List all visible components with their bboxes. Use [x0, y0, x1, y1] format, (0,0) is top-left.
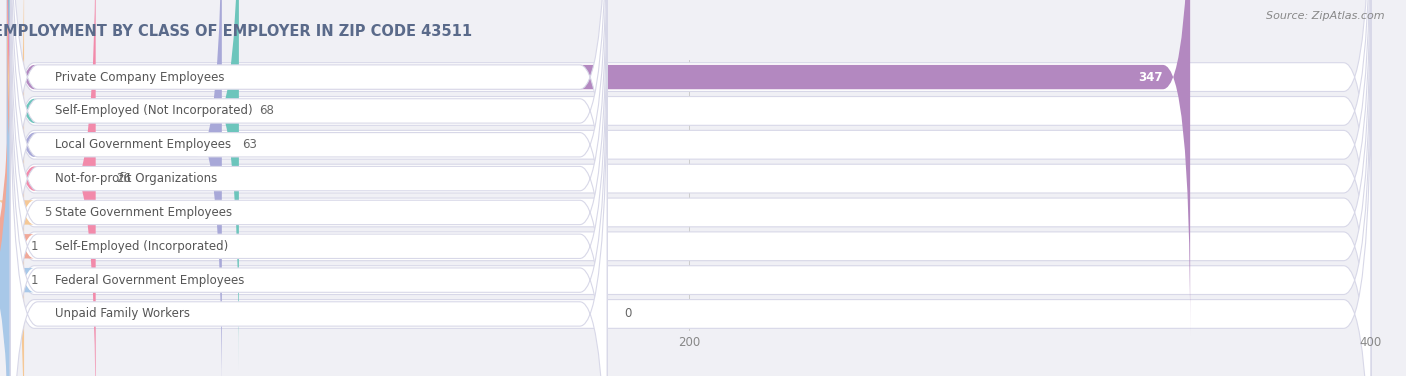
Text: Self-Employed (Incorporated): Self-Employed (Incorporated) — [55, 240, 228, 253]
Text: 0: 0 — [624, 308, 631, 320]
FancyBboxPatch shape — [10, 21, 607, 376]
Text: EMPLOYMENT BY CLASS OF EMPLOYER IN ZIP CODE 43511: EMPLOYMENT BY CLASS OF EMPLOYER IN ZIP C… — [0, 24, 472, 38]
Text: Source: ZipAtlas.com: Source: ZipAtlas.com — [1267, 11, 1385, 21]
Text: 63: 63 — [242, 138, 257, 151]
Text: Unpaid Family Workers: Unpaid Family Workers — [55, 308, 190, 320]
FancyBboxPatch shape — [10, 55, 607, 376]
Text: 5: 5 — [45, 206, 52, 219]
FancyBboxPatch shape — [0, 0, 34, 376]
Text: State Government Employees: State Government Employees — [55, 206, 232, 219]
FancyBboxPatch shape — [7, 0, 1371, 367]
Text: 347: 347 — [1139, 71, 1163, 83]
FancyBboxPatch shape — [7, 0, 1371, 376]
Text: Federal Government Employees: Federal Government Employees — [55, 274, 245, 287]
FancyBboxPatch shape — [7, 0, 1371, 334]
FancyBboxPatch shape — [10, 0, 607, 376]
FancyBboxPatch shape — [7, 0, 1371, 376]
FancyBboxPatch shape — [7, 0, 1371, 376]
FancyBboxPatch shape — [7, 0, 239, 370]
Text: Not-for-profit Organizations: Not-for-profit Organizations — [55, 172, 217, 185]
FancyBboxPatch shape — [0, 0, 34, 376]
Text: 1: 1 — [31, 240, 38, 253]
FancyBboxPatch shape — [7, 24, 1371, 376]
FancyBboxPatch shape — [10, 0, 607, 376]
FancyBboxPatch shape — [7, 0, 1189, 336]
FancyBboxPatch shape — [7, 0, 96, 376]
FancyBboxPatch shape — [10, 0, 607, 370]
FancyBboxPatch shape — [7, 0, 1371, 376]
FancyBboxPatch shape — [7, 58, 1371, 376]
FancyBboxPatch shape — [10, 0, 607, 376]
Text: Private Company Employees: Private Company Employees — [55, 71, 225, 83]
Text: 1: 1 — [31, 274, 38, 287]
FancyBboxPatch shape — [10, 0, 607, 336]
FancyBboxPatch shape — [7, 0, 222, 376]
FancyBboxPatch shape — [10, 0, 607, 376]
Text: Local Government Employees: Local Government Employees — [55, 138, 231, 151]
Text: 26: 26 — [117, 172, 131, 185]
FancyBboxPatch shape — [0, 21, 34, 376]
Text: 68: 68 — [259, 105, 274, 117]
Text: Self-Employed (Not Incorporated): Self-Employed (Not Incorporated) — [55, 105, 253, 117]
